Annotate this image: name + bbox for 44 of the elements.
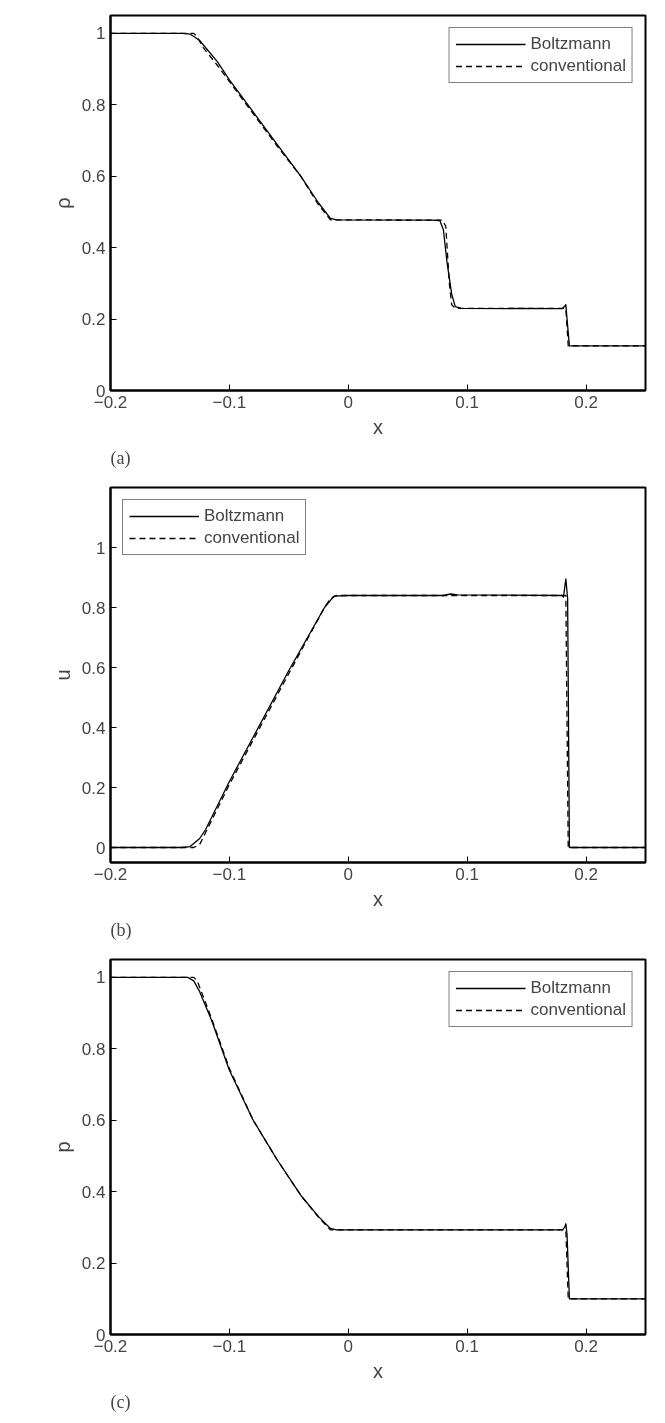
y-tick-label: 1 <box>96 24 106 44</box>
y-tick-label: 1 <box>96 968 106 988</box>
x-tick-label: 0 <box>343 864 354 884</box>
x-tick-label: 0.1 <box>455 392 479 412</box>
legend-label: Boltzmann <box>530 978 611 998</box>
legend-label: conventional <box>204 528 300 548</box>
y-tick-label: 0.8 <box>81 598 106 618</box>
text: (a) <box>110 447 131 469</box>
y-tick-label: 0.8 <box>81 95 106 115</box>
x-tick-label: 0 <box>343 392 354 412</box>
x-axis-title: x <box>373 1359 383 1382</box>
x-axis-title: x <box>373 887 383 910</box>
text: (b) <box>110 919 132 941</box>
y-tick-label: 0.2 <box>81 1254 106 1274</box>
legend-label: Boltzmann <box>204 506 285 526</box>
legend-label: Boltzmann <box>530 34 611 54</box>
y-tick-label: 1 <box>96 538 106 558</box>
y-tick-label: 0.6 <box>81 167 106 187</box>
y-axis-title: u <box>51 669 74 681</box>
x-tick-label: −0.1 <box>212 1336 247 1356</box>
y-tick-label: 0 <box>96 838 106 858</box>
x-axis-title: x <box>373 415 383 438</box>
y-tick-label: 0.4 <box>81 238 106 258</box>
x-tick-label: 0.1 <box>455 1336 479 1356</box>
legend-label: conventional <box>530 1000 626 1020</box>
y-tick-label: 0.4 <box>81 718 106 738</box>
x-tick-label: 0.2 <box>574 864 598 884</box>
x-tick-label: 0.2 <box>574 392 598 412</box>
y-axis-title: p <box>51 1141 74 1153</box>
x-tick-label: −0.1 <box>212 864 247 884</box>
x-tick-label: −0.2 <box>93 864 128 884</box>
y-tick-label: 0.6 <box>81 658 106 678</box>
y-tick-label: 0.6 <box>81 1111 106 1131</box>
y-tick-label: 0.4 <box>81 1182 106 1202</box>
y-tick-label: 0.2 <box>81 778 106 798</box>
y-tick-label: 0.2 <box>81 310 106 330</box>
x-tick-label: 0.1 <box>455 864 479 884</box>
y-axis-title: ρ <box>51 197 74 209</box>
legend-label: conventional <box>530 56 626 76</box>
x-tick-label: 0.2 <box>574 1336 598 1356</box>
text: (c) <box>110 1391 131 1413</box>
x-tick-label: 0 <box>343 1336 354 1356</box>
x-tick-label: −0.1 <box>212 392 247 412</box>
y-tick-label: 0.8 <box>81 1039 106 1059</box>
